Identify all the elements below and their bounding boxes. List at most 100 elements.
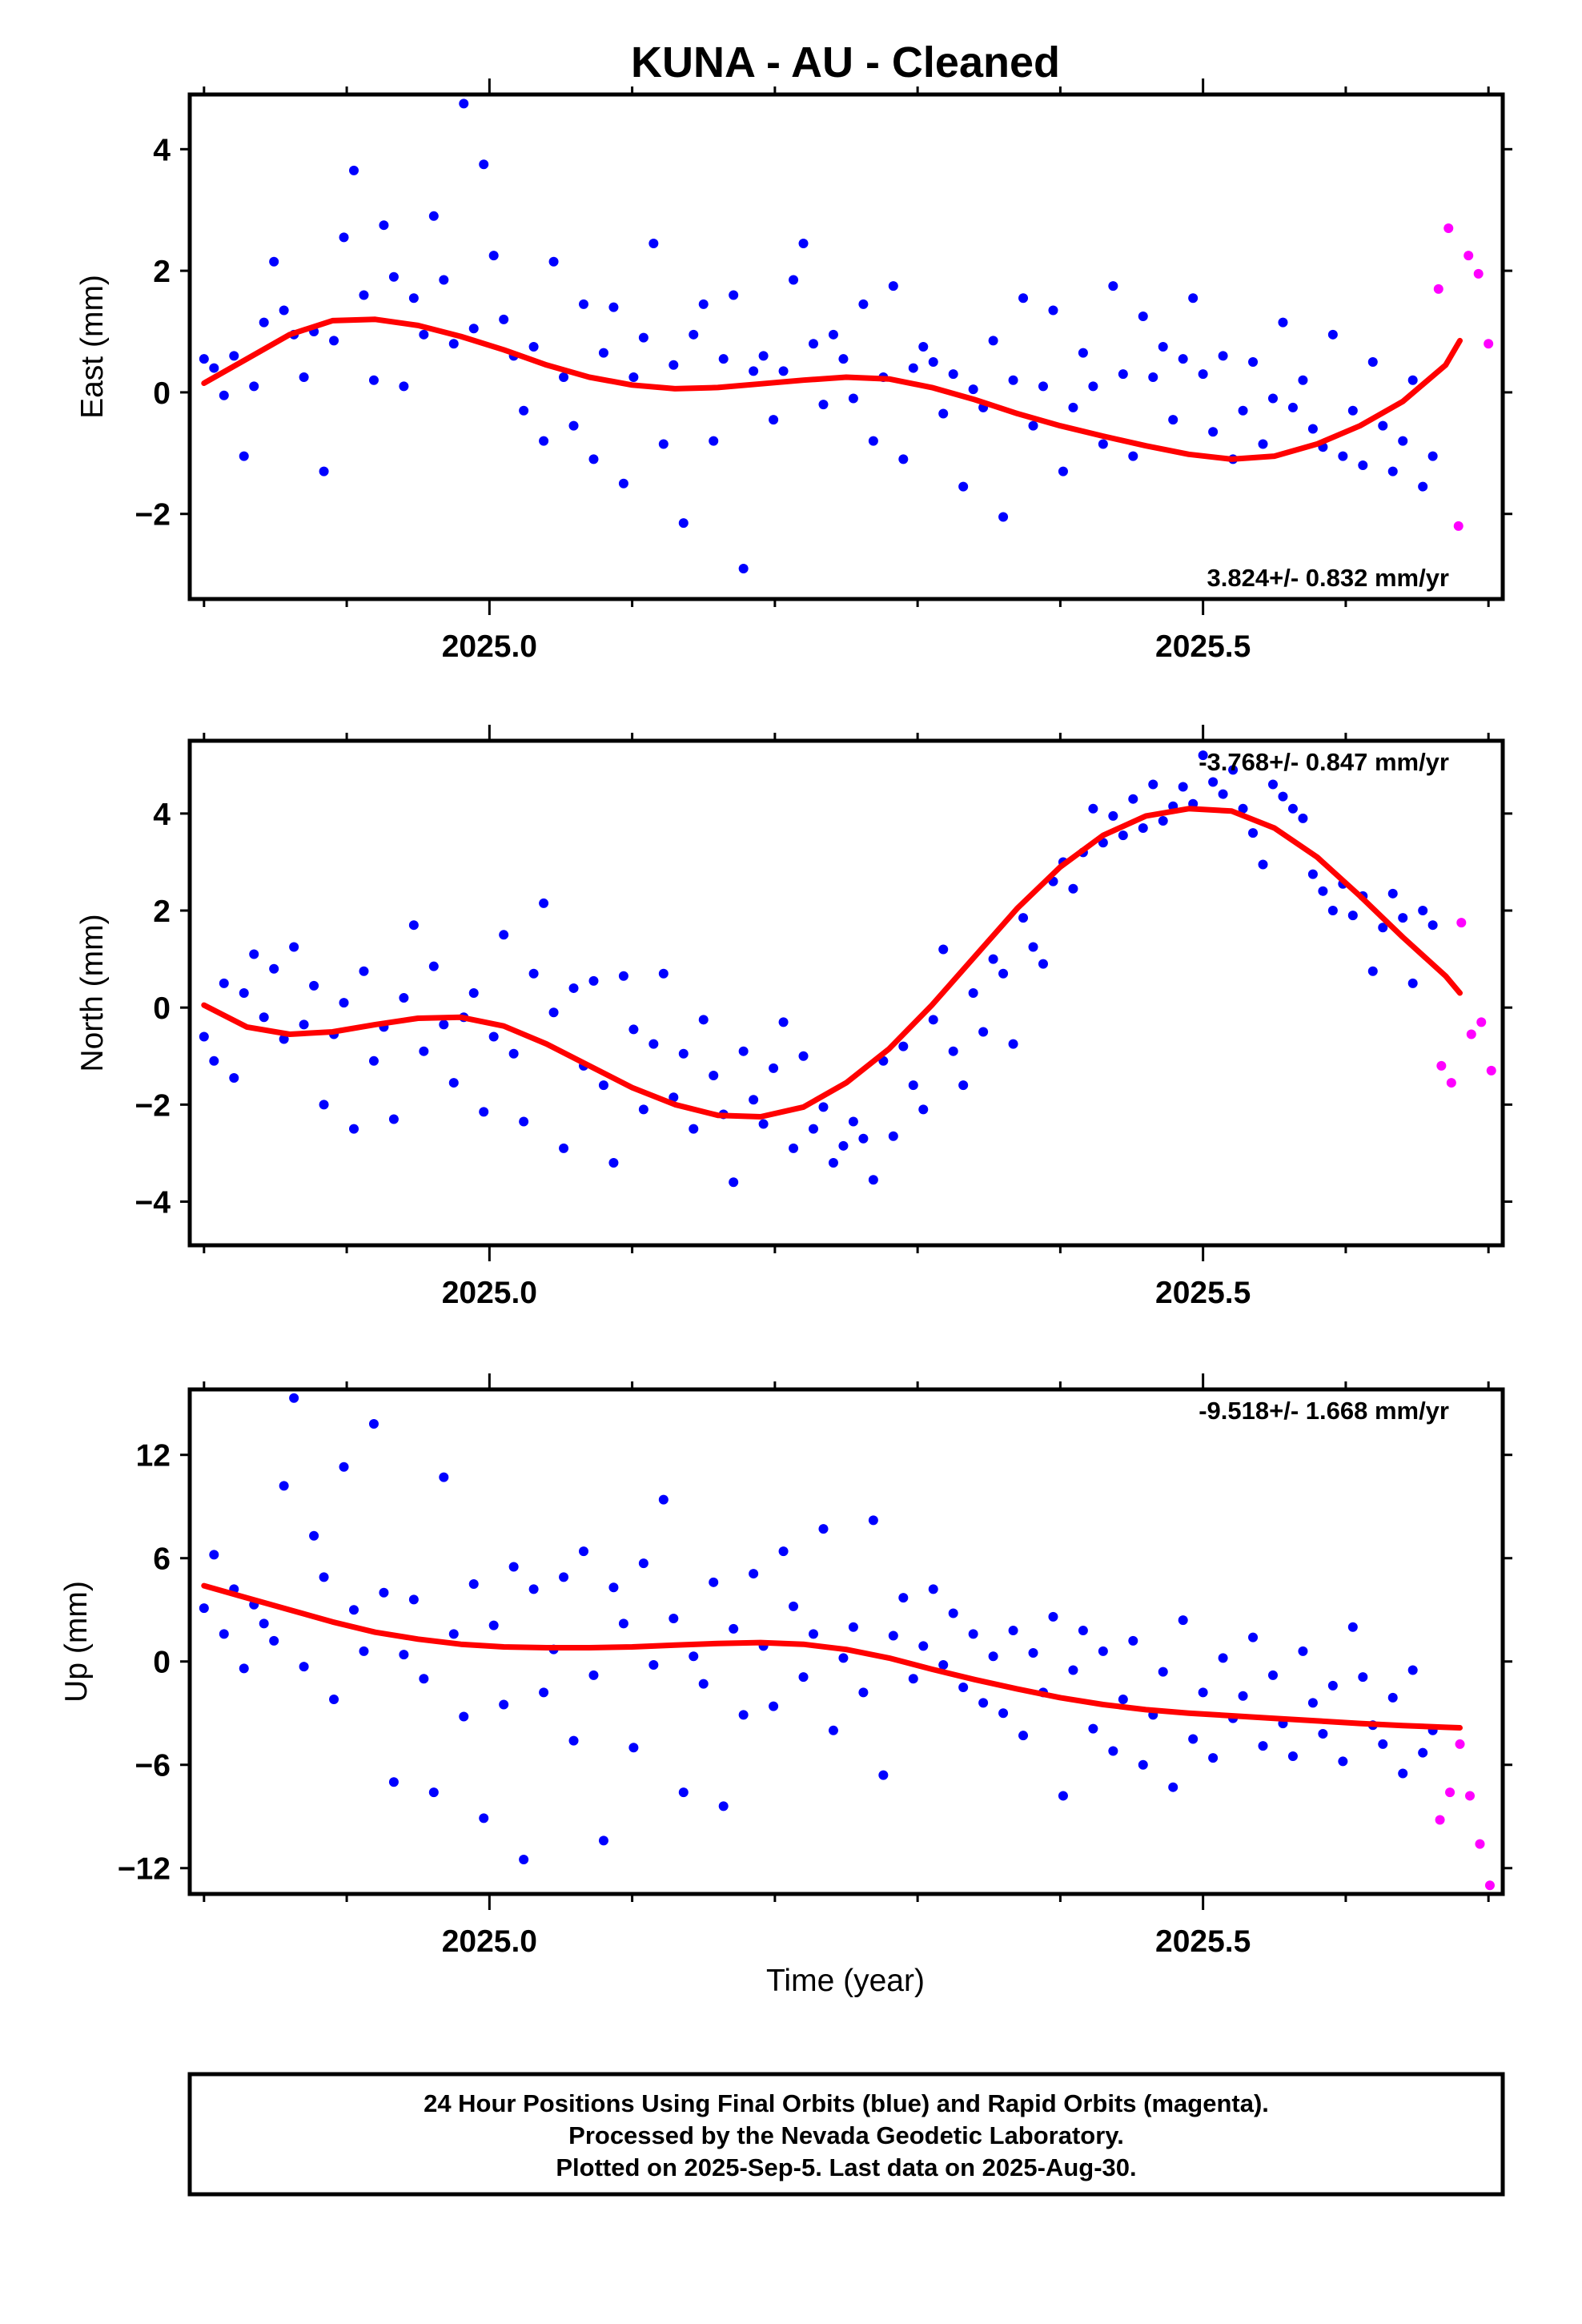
point-final-up-76 bbox=[958, 1682, 969, 1692]
point-final-east-19 bbox=[388, 271, 399, 282]
point-final-up-19 bbox=[388, 1777, 399, 1787]
ytick-label-north-0: −4 bbox=[135, 1185, 171, 1220]
point-final-north-96 bbox=[1158, 815, 1168, 826]
ytick-label-up-2: 0 bbox=[153, 1646, 171, 1680]
point-final-up-115 bbox=[1347, 1622, 1358, 1632]
point-final-north-70 bbox=[898, 1041, 909, 1051]
point-final-up-89 bbox=[1088, 1723, 1098, 1734]
point-final-up-9 bbox=[289, 1393, 299, 1403]
point-final-north-112 bbox=[1318, 886, 1328, 896]
point-final-north-82 bbox=[1018, 913, 1029, 923]
point-final-east-114 bbox=[1338, 451, 1348, 461]
point-final-up-4 bbox=[239, 1663, 249, 1674]
point-final-up-34 bbox=[539, 1687, 549, 1698]
point-final-east-7 bbox=[269, 256, 279, 267]
point-rapid-east-3 bbox=[1464, 251, 1474, 261]
point-final-east-101 bbox=[1208, 427, 1219, 437]
point-final-north-36 bbox=[559, 1143, 569, 1153]
point-final-up-47 bbox=[669, 1613, 679, 1623]
point-final-north-46 bbox=[658, 968, 669, 979]
point-final-east-33 bbox=[528, 342, 539, 352]
point-final-east-71 bbox=[908, 363, 918, 373]
point-final-east-55 bbox=[749, 366, 759, 376]
point-final-north-55 bbox=[749, 1095, 759, 1105]
point-final-east-46 bbox=[658, 439, 669, 449]
fit-line-east bbox=[201, 316, 1463, 462]
point-final-north-51 bbox=[709, 1070, 719, 1080]
point-final-east-47 bbox=[669, 360, 679, 370]
point-final-north-72 bbox=[918, 1104, 929, 1115]
point-final-east-56 bbox=[758, 351, 769, 361]
point-final-up-26 bbox=[459, 1711, 469, 1722]
ytick-label-up-3: 6 bbox=[153, 1542, 171, 1577]
point-final-up-1 bbox=[209, 1550, 219, 1560]
point-final-up-48 bbox=[678, 1787, 689, 1798]
point-final-up-31 bbox=[508, 1562, 519, 1572]
point-final-north-62 bbox=[818, 1102, 829, 1112]
point-final-east-83 bbox=[1028, 420, 1038, 431]
point-final-east-73 bbox=[928, 356, 938, 367]
point-final-up-102 bbox=[1218, 1653, 1228, 1663]
point-final-east-32 bbox=[519, 405, 529, 416]
point-final-east-97 bbox=[1168, 415, 1178, 425]
point-final-east-30 bbox=[499, 314, 509, 324]
point-final-up-27 bbox=[468, 1578, 479, 1589]
point-final-east-93 bbox=[1128, 451, 1138, 461]
point-final-north-122 bbox=[1418, 906, 1428, 916]
footer-line-3: Plotted on 2025-Sep-5. Last data on 2025… bbox=[556, 2153, 1136, 2181]
ytick-label-up-0: −12 bbox=[118, 1852, 171, 1887]
point-final-north-92 bbox=[1118, 830, 1128, 841]
point-final-up-91 bbox=[1108, 1746, 1118, 1756]
point-final-up-105 bbox=[1248, 1632, 1259, 1642]
point-final-north-28 bbox=[479, 1107, 489, 1117]
point-final-north-105 bbox=[1248, 828, 1259, 838]
point-final-up-82 bbox=[1018, 1731, 1029, 1741]
point-final-north-94 bbox=[1138, 823, 1148, 834]
ylabel-east: East (mm) bbox=[75, 275, 110, 419]
point-final-north-102 bbox=[1218, 789, 1228, 799]
point-final-east-44 bbox=[638, 332, 648, 343]
point-final-east-104 bbox=[1238, 405, 1248, 416]
point-final-north-25 bbox=[448, 1078, 459, 1088]
point-final-north-63 bbox=[828, 1158, 838, 1168]
point-final-up-71 bbox=[908, 1674, 918, 1684]
xtick-label-north-1: 2025.5 bbox=[1155, 1276, 1251, 1310]
point-final-east-51 bbox=[709, 436, 719, 446]
point-final-east-24 bbox=[439, 275, 449, 285]
ytick-label-east-2: 2 bbox=[153, 255, 171, 289]
point-final-up-114 bbox=[1338, 1756, 1348, 1767]
point-final-north-119 bbox=[1387, 888, 1398, 899]
point-final-north-111 bbox=[1307, 869, 1318, 879]
point-final-up-42 bbox=[618, 1618, 628, 1629]
point-rapid-up-5 bbox=[1484, 1880, 1495, 1891]
point-final-north-58 bbox=[778, 1017, 789, 1027]
point-final-east-35 bbox=[548, 256, 559, 267]
point-final-up-60 bbox=[798, 1672, 809, 1683]
point-final-north-45 bbox=[648, 1039, 659, 1049]
ylabel-up: Up (mm) bbox=[59, 1581, 94, 1703]
point-final-north-12 bbox=[319, 1100, 329, 1110]
point-final-east-116 bbox=[1358, 460, 1368, 471]
point-final-up-58 bbox=[778, 1546, 789, 1557]
point-final-east-80 bbox=[998, 512, 1009, 522]
point-final-up-33 bbox=[528, 1584, 539, 1594]
ytick-label-east-1: 0 bbox=[153, 376, 171, 411]
point-final-up-93 bbox=[1128, 1635, 1138, 1646]
point-final-north-95 bbox=[1148, 779, 1158, 790]
point-final-north-81 bbox=[1008, 1039, 1018, 1049]
point-final-east-23 bbox=[428, 211, 439, 221]
point-final-up-53 bbox=[729, 1623, 739, 1634]
point-final-north-53 bbox=[729, 1177, 739, 1188]
point-final-north-8 bbox=[279, 1034, 289, 1044]
point-final-east-70 bbox=[898, 454, 909, 464]
point-final-east-94 bbox=[1138, 312, 1148, 322]
point-final-east-41 bbox=[608, 302, 619, 312]
point-final-east-42 bbox=[618, 478, 628, 489]
plot-frame-north bbox=[187, 738, 1505, 1248]
point-final-north-42 bbox=[618, 971, 628, 981]
point-final-east-63 bbox=[828, 329, 838, 340]
point-final-east-102 bbox=[1218, 351, 1228, 361]
panel-east: East (mm) −2 0 2 4 2025.0 2025.5 3.824+/- 0.83… bbox=[75, 78, 1512, 664]
point-final-up-68 bbox=[878, 1770, 889, 1780]
point-final-up-78 bbox=[978, 1698, 989, 1708]
